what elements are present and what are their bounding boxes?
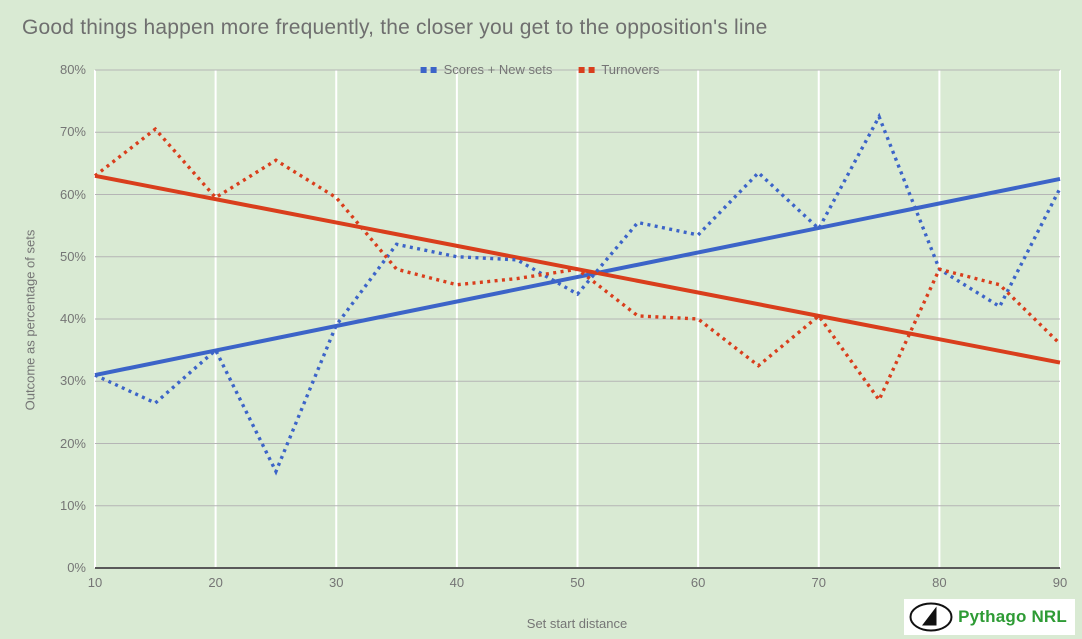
x-tick-label: 60 bbox=[690, 575, 706, 590]
y-tick-label: 30% bbox=[59, 373, 86, 389]
x-tick-label: 40 bbox=[449, 575, 465, 590]
legend: Scores + New sets Turnovers bbox=[420, 62, 659, 77]
y-tick-label: 60% bbox=[59, 186, 86, 202]
x-tick-label: 50 bbox=[570, 575, 585, 590]
y-tick-label: 0% bbox=[67, 560, 86, 575]
legend-label-scores: Scores + New sets bbox=[443, 62, 553, 77]
turnovers-series-swatch-icon bbox=[578, 66, 595, 73]
sail-ellipse-icon bbox=[909, 602, 953, 632]
y-tick-label: 50% bbox=[59, 248, 86, 264]
x-axis-title: Set start distance bbox=[526, 616, 628, 631]
x-tick-label: 90 bbox=[1052, 575, 1068, 590]
legend-item-turnovers: Turnovers bbox=[578, 62, 659, 77]
y-tick-label: 40% bbox=[59, 311, 86, 326]
x-tick-label: 80 bbox=[932, 575, 947, 590]
watermark-text: Pythago NRL bbox=[958, 607, 1067, 626]
y-tick-label: 20% bbox=[59, 435, 86, 451]
watermark-badge: Pythago NRL bbox=[904, 599, 1075, 635]
scores-series-swatch-icon bbox=[420, 66, 437, 73]
chart-title: Good things happen more frequently, the … bbox=[22, 16, 768, 39]
x-tick-label: 10 bbox=[87, 575, 103, 590]
x-tick-label: 20 bbox=[208, 575, 223, 590]
y-tick-label: 10% bbox=[59, 497, 86, 513]
y-tick-label: 80% bbox=[59, 62, 86, 77]
x-tick-label: 30 bbox=[329, 575, 344, 590]
x-tick-label: 70 bbox=[811, 575, 826, 590]
legend-item-scores: Scores + New sets bbox=[420, 62, 553, 77]
y-tick-label: 70% bbox=[59, 124, 86, 140]
legend-label-turnovers: Turnovers bbox=[601, 62, 660, 77]
